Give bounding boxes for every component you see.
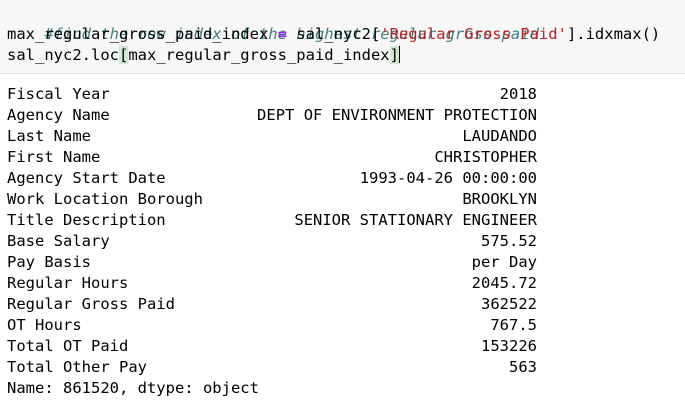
series-index-label: Pay Basis (7, 253, 91, 271)
series-index-label: Work Location Borough (7, 190, 203, 208)
code-variable: max_regular_gross_paid_index (7, 25, 269, 43)
code-close-bracket: ] (389, 46, 399, 64)
series-row: Regular Hours 2045.72 (0, 273, 685, 294)
series-index-label: First Name (7, 148, 101, 166)
series-value: 575.52 (481, 232, 537, 250)
code-string-literal: 'Regular Gross Paid' (380, 25, 567, 43)
series-index-label: OT Hours (7, 316, 82, 334)
code-assign-operator: = (268, 25, 297, 43)
series-value: 563 (509, 358, 537, 376)
series-value: CHRISTOPHER (434, 148, 537, 166)
series-row: Agency Start Date 1993-04-26 00:00:00 (0, 168, 685, 189)
series-row: OT Hours 767.5 (0, 315, 685, 336)
series-row: Work Location Borough BROOKLYN (0, 189, 685, 210)
text-cursor (398, 46, 400, 63)
series-value: per Day (471, 253, 537, 271)
series-index-label: Agency Start Date (7, 169, 166, 187)
code-loc-argument: max_regular_gross_paid_index (128, 46, 390, 64)
series-index-label: Last Name (7, 127, 91, 145)
code-line-3[interactable]: sal_nyc2.loc[max_regular_gross_paid_inde… (7, 45, 400, 66)
series-index-label: Base Salary (7, 232, 110, 250)
code-line-2[interactable]: max_regular_gross_paid_index = sal_nyc2[… (7, 24, 660, 45)
series-value: 767.5 (490, 316, 537, 334)
series-name-dtype: Name: 861520, dtype: object (7, 379, 259, 397)
series-row: Pay Basis per Day (0, 252, 685, 273)
series-value: BROOKLYN (462, 190, 537, 208)
series-row: First Name CHRISTOPHER (0, 147, 685, 168)
series-index-label: Fiscal Year (7, 85, 110, 103)
code-line-1[interactable]: #find the row index of the highest regul… (7, 3, 539, 66)
series-footer: Name: 861520, dtype: object (0, 378, 685, 399)
series-value: 2018 (499, 85, 537, 103)
series-row: Total Other Pay 563 (0, 357, 685, 378)
series-value: 153226 (481, 337, 537, 355)
series-value: 362522 (481, 295, 537, 313)
series-value: SENIOR STATIONARY ENGINEER (294, 211, 537, 229)
series-value: 2045.72 (471, 274, 537, 292)
series-row: Last Name LAUDANDO (0, 126, 685, 147)
series-row: Base Salary 575.52 (0, 231, 685, 252)
series-row: Total OT Paid 153226 (0, 336, 685, 357)
code-comment: #find the row index of the highest regul… (44, 25, 539, 43)
series-row: Regular Gross Paid 362522 (0, 294, 685, 315)
code-loc-accessor: sal_nyc2.loc (7, 46, 119, 64)
code-dataframe-index: sal_nyc2[ (296, 25, 381, 43)
code-input-cell[interactable]: #find the row index of the highest regul… (0, 0, 685, 74)
series-index-label: Regular Hours (7, 274, 129, 292)
series-index-label: Total OT Paid (7, 337, 129, 355)
series-value: LAUDANDO (462, 127, 537, 145)
series-row: Agency Name DEPT OF ENVIRONMENT PROTECTIO… (0, 105, 685, 126)
series-value: DEPT OF ENVIRONMENT PROTECTION (257, 106, 537, 124)
series-index-label: Title Description (7, 211, 166, 229)
series-index-label: Agency Name (7, 106, 110, 124)
series-index-label: Regular Gross Paid (7, 295, 175, 313)
series-index-label: Total Other Pay (7, 358, 147, 376)
series-row: Title Description SENIOR STATIONARY ENGIN… (0, 210, 685, 231)
series-row: Fiscal Year 2018 (0, 84, 685, 105)
series-value: 1993-04-26 00:00:00 (359, 169, 537, 187)
code-open-bracket: [ (118, 46, 129, 64)
code-method-call: ].idxmax() (566, 25, 661, 43)
